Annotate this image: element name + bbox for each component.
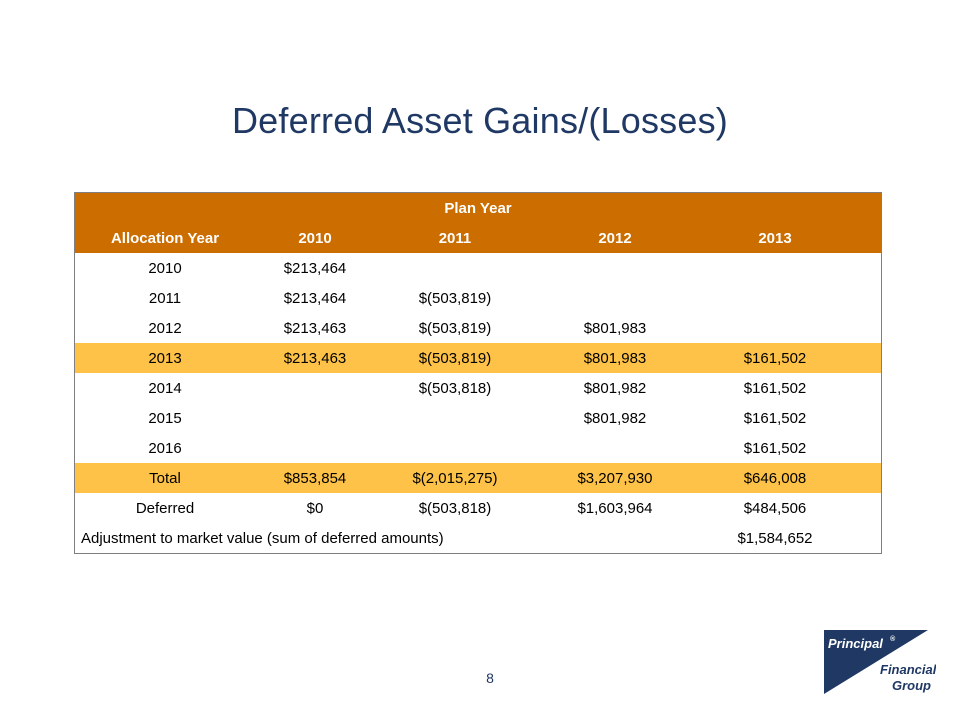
logo-registered-mark: ® <box>890 635 896 643</box>
table-cell: $(503,819) <box>418 319 492 337</box>
adjustment-label: Adjustment to market value (sum of defer… <box>81 529 444 547</box>
table-cell: $213,463 <box>283 319 347 337</box>
table-cell: Total <box>149 469 181 487</box>
table-cell: $3,207,930 <box>577 469 653 487</box>
logo-triangle-shape <box>824 630 928 694</box>
logo-text-principal: Principal <box>828 636 883 651</box>
column-header-allocation-year: Allocation Year <box>110 229 220 247</box>
table-cell: $161,502 <box>743 379 807 397</box>
table-row-deferred: Deferred $0 $(503,818) $1,603,964 $484,5… <box>75 493 881 523</box>
table-row-total: Total $853,854 $(2,015,275) $3,207,930 $… <box>75 463 881 493</box>
table-cell: $161,502 <box>743 439 807 457</box>
table-group-header-row: Plan Year <box>75 193 881 223</box>
table-cell: $1,603,964 <box>577 499 653 517</box>
table-cell: 2011 <box>148 289 182 307</box>
gains-losses-table: Plan Year Allocation Year 2010 2011 2012… <box>74 192 882 554</box>
table-row-2014: 2014 $(503,818) $801,982 $161,502 <box>75 373 881 403</box>
table-cell: $646,008 <box>743 469 807 487</box>
table-cell: $853,854 <box>283 469 347 487</box>
table-cell: 2016 <box>148 439 182 457</box>
table-cell: 2013 <box>148 349 182 367</box>
table-cell: Deferred <box>135 499 195 517</box>
adjustment-value: $1,584,652 <box>737 529 813 547</box>
column-header-2010: 2010 <box>298 229 332 247</box>
table-cell: $(503,818) <box>418 379 492 397</box>
table-cell: 2012 <box>148 319 182 337</box>
table-row-2013: 2013 $213,463 $(503,819) $801,983 $161,5… <box>75 343 881 373</box>
table-cell: $161,502 <box>743 349 807 367</box>
table-cell: $161,502 <box>743 409 807 427</box>
table-cell: $801,982 <box>583 379 647 397</box>
column-header-2011: 2011 <box>438 229 472 247</box>
table-row-2016: 2016 $161,502 <box>75 433 881 463</box>
page-number: 8 <box>486 670 494 686</box>
table-cell: $213,464 <box>283 289 347 307</box>
table-cell: $213,463 <box>283 349 347 367</box>
table-cell: $801,982 <box>583 409 647 427</box>
table-row-adjustment: Adjustment to market value (sum of defer… <box>75 523 881 553</box>
table-cell: $801,983 <box>583 319 647 337</box>
page-title: Deferred Asset Gains/(Losses) <box>231 100 728 141</box>
table-cell: $213,464 <box>283 259 347 277</box>
column-header-2012: 2012 <box>598 229 632 247</box>
table-cell: 2010 <box>148 259 182 277</box>
table-row-2011: 2011 $213,464 $(503,819) <box>75 283 881 313</box>
table-cell: $(2,015,275) <box>412 469 498 487</box>
table-column-header-row: Allocation Year 2010 2011 2012 2013 <box>75 223 881 253</box>
column-header-2013: 2013 <box>758 229 792 247</box>
plan-year-header: Plan Year <box>444 199 512 217</box>
table-cell: $(503,819) <box>418 349 492 367</box>
table-cell: 2015 <box>148 409 182 427</box>
table-cell: $(503,818) <box>418 499 492 517</box>
logo-text-financial: Financial <box>880 662 936 677</box>
logo-text-group: Group <box>892 678 931 693</box>
principal-financial-group-logo: Principal ® Financial Group <box>824 630 936 694</box>
table-cell: $801,983 <box>583 349 647 367</box>
table-cell: 2014 <box>148 379 182 397</box>
table-row-2010: 2010 $213,464 <box>75 253 881 283</box>
table-cell: $(503,819) <box>418 289 492 307</box>
table-row-2012: 2012 $213,463 $(503,819) $801,983 <box>75 313 881 343</box>
table-cell: $0 <box>306 499 324 517</box>
table-cell: $484,506 <box>743 499 807 517</box>
table-row-2015: 2015 $801,982 $161,502 <box>75 403 881 433</box>
